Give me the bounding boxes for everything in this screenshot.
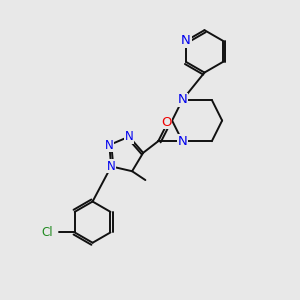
Text: N: N [178,135,187,148]
Text: O: O [161,116,172,128]
Text: N: N [107,160,116,173]
Text: N: N [181,34,191,47]
Text: Cl: Cl [42,226,53,239]
Text: N: N [125,130,134,143]
Text: N: N [105,139,114,152]
Text: N: N [178,93,187,106]
